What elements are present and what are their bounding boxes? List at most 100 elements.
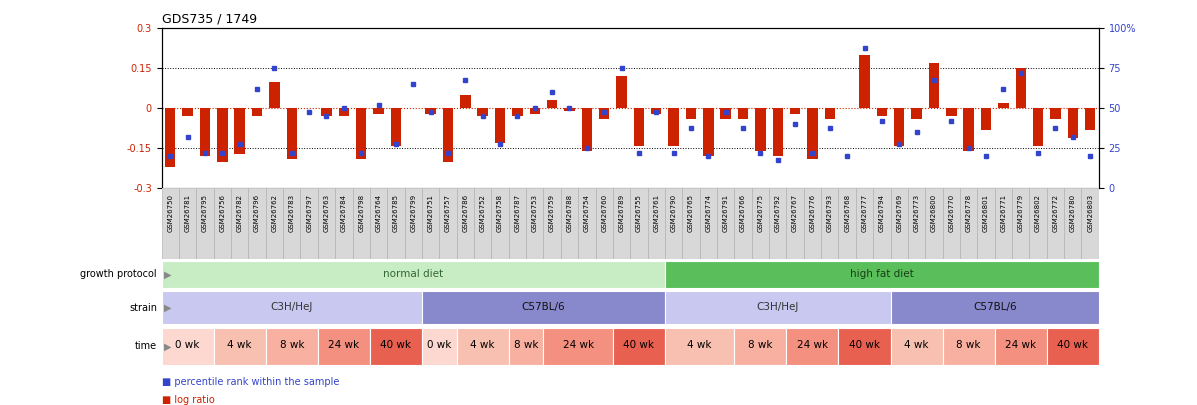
Bar (509, 188, 525, 259)
Bar (1064, 188, 1081, 259)
Text: GSM26755: GSM26755 (636, 194, 642, 232)
Bar (682, 188, 699, 259)
Text: normal diet: normal diet (383, 269, 443, 279)
Text: GSM26799: GSM26799 (411, 194, 417, 232)
Bar (525, 188, 543, 259)
Bar (613, 188, 630, 259)
Bar (162, 261, 664, 288)
Text: GSM26764: GSM26764 (376, 194, 382, 232)
Bar (317, 328, 370, 364)
Bar (373, 108, 384, 114)
Text: GSM26793: GSM26793 (827, 194, 833, 232)
Text: GSM26761: GSM26761 (654, 194, 660, 232)
Text: GSM26753: GSM26753 (531, 194, 537, 232)
Text: GSM26781: GSM26781 (184, 194, 190, 232)
Bar (512, 108, 523, 116)
Bar (803, 188, 821, 259)
Bar (560, 188, 578, 259)
Text: GSM26767: GSM26767 (792, 194, 798, 232)
Text: GSM26776: GSM26776 (809, 194, 815, 232)
Text: 24 wk: 24 wk (563, 341, 594, 350)
Bar (838, 328, 891, 364)
Text: high fat diet: high fat diet (850, 269, 913, 279)
Bar (648, 188, 664, 259)
Bar (1046, 188, 1064, 259)
Text: GSM26791: GSM26791 (723, 194, 729, 232)
Bar (630, 188, 648, 259)
Bar (162, 188, 180, 259)
Text: GSM26778: GSM26778 (966, 194, 972, 232)
Bar (266, 328, 317, 364)
Bar (478, 108, 488, 116)
Bar (582, 108, 593, 151)
Bar (717, 188, 734, 259)
Bar (1046, 328, 1099, 364)
Bar (300, 188, 317, 259)
Bar (269, 82, 280, 108)
Bar (995, 188, 1011, 259)
Bar (664, 188, 682, 259)
Bar (699, 188, 717, 259)
Bar (356, 108, 366, 159)
Bar (755, 108, 766, 151)
Bar (595, 188, 613, 259)
Text: ■ log ratio: ■ log ratio (162, 395, 214, 405)
Bar (825, 108, 836, 119)
Bar (460, 95, 470, 108)
Bar (786, 328, 838, 364)
Bar (474, 188, 491, 259)
Bar (873, 188, 891, 259)
Text: 0 wk: 0 wk (176, 341, 200, 350)
Text: GSM26786: GSM26786 (462, 194, 468, 232)
Text: GSM26794: GSM26794 (879, 194, 885, 232)
Text: GSM26796: GSM26796 (254, 194, 260, 232)
Text: GSM26763: GSM26763 (323, 194, 329, 232)
Text: GSM26772: GSM26772 (1052, 194, 1058, 232)
Bar (1084, 108, 1095, 130)
Bar (734, 188, 752, 259)
Bar (162, 292, 421, 324)
Bar (876, 108, 887, 116)
Text: strain: strain (129, 303, 157, 313)
Bar (613, 328, 664, 364)
Bar (1050, 108, 1061, 119)
Text: GSM26765: GSM26765 (688, 194, 694, 232)
Bar (664, 292, 891, 324)
Bar (1033, 108, 1044, 146)
Bar (1011, 188, 1029, 259)
Bar (734, 328, 786, 364)
Bar (1029, 188, 1046, 259)
Text: GSM26783: GSM26783 (288, 194, 294, 232)
Text: 4 wk: 4 wk (227, 341, 251, 350)
Bar (390, 108, 401, 146)
Text: GSM26752: GSM26752 (480, 194, 486, 232)
Bar (339, 108, 350, 116)
Text: ▶: ▶ (164, 341, 171, 351)
Bar (439, 188, 456, 259)
Text: GSM26775: GSM26775 (758, 194, 764, 232)
Bar (370, 188, 387, 259)
Bar (235, 108, 245, 153)
Bar (911, 108, 922, 119)
Bar (664, 328, 734, 364)
Bar (196, 188, 213, 259)
Bar (768, 188, 786, 259)
Text: GSM26750: GSM26750 (168, 194, 174, 232)
Bar (598, 108, 609, 119)
Text: C3H/HeJ: C3H/HeJ (757, 302, 798, 312)
Text: GSM26774: GSM26774 (705, 194, 711, 232)
Bar (543, 188, 560, 259)
Text: ■ percentile rank within the sample: ■ percentile rank within the sample (162, 377, 339, 387)
Bar (200, 108, 211, 156)
Bar (547, 100, 558, 108)
Bar (703, 108, 713, 156)
Text: time: time (135, 341, 157, 351)
Bar (821, 188, 838, 259)
Text: 24 wk: 24 wk (1005, 341, 1037, 350)
Bar (387, 188, 405, 259)
Bar (925, 188, 942, 259)
Bar (786, 188, 803, 259)
Text: GSM26771: GSM26771 (1001, 194, 1007, 232)
Text: GDS735 / 1749: GDS735 / 1749 (162, 13, 256, 26)
Bar (1015, 68, 1026, 108)
